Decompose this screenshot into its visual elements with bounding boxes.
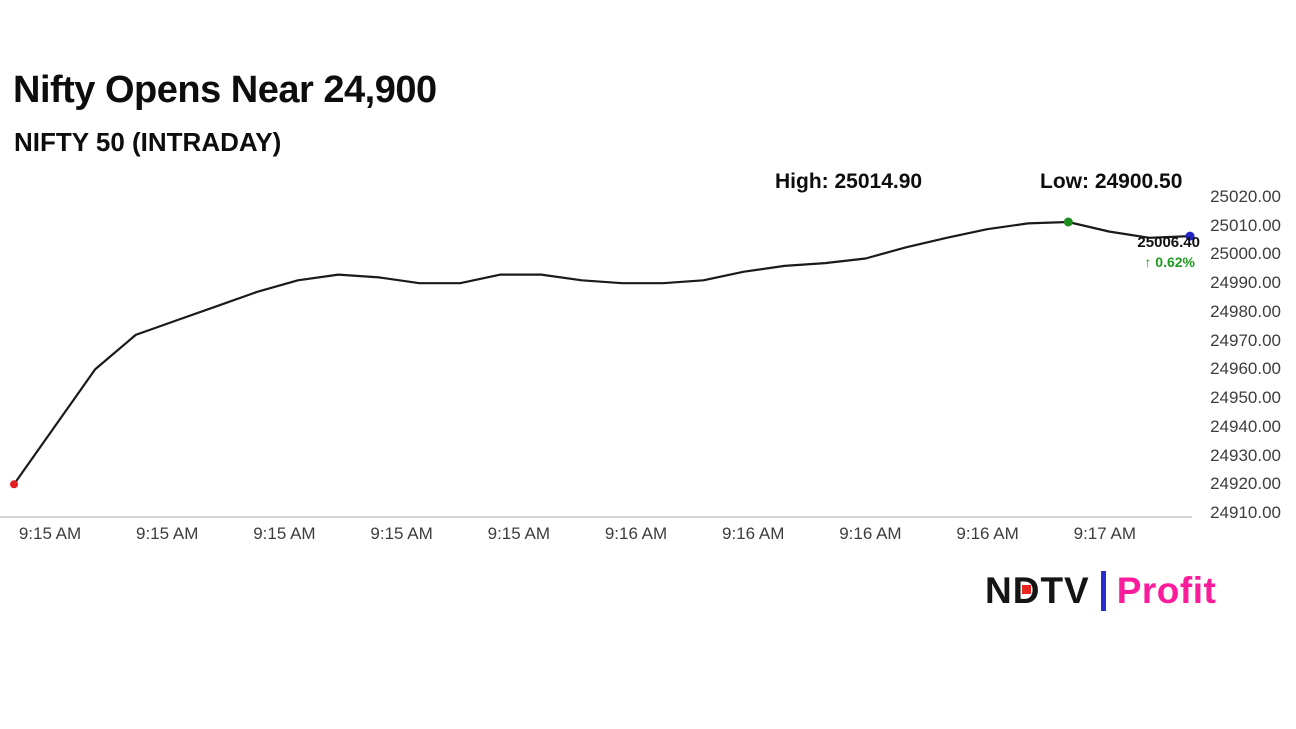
x-axis-label: 9:15 AM	[18, 524, 82, 543]
profit-wordmark: Profit	[1116, 570, 1217, 611]
x-axis-label: 9:15 AM	[136, 524, 199, 543]
y-axis-label: 25010.00	[1210, 215, 1281, 235]
x-axis-label: 9:16 AM	[839, 524, 902, 543]
y-axis-label: 24970.00	[1210, 330, 1281, 350]
y-axis-label: 25020.00	[1210, 187, 1281, 206]
high-value-label: High: 25014.90	[775, 170, 923, 193]
y-axis-label: 24930.00	[1210, 445, 1281, 465]
y-axis-label: 24940.00	[1210, 416, 1281, 436]
logo-separator-bar	[1100, 571, 1106, 611]
x-axis-label: 9:16 AM	[604, 524, 668, 543]
y-axis-label: 24910.00	[1210, 503, 1281, 522]
x-axis-label: 9:16 AM	[956, 524, 1019, 543]
y-axis-label: 24950.00	[1210, 388, 1281, 408]
x-axis-label: 9:15 AM	[487, 524, 550, 543]
ndtv-wordmark-text: NDTV	[985, 570, 1090, 611]
y-axis-label: 25000.00	[1210, 244, 1281, 264]
last-marker	[1185, 231, 1195, 241]
last-price-value: 25006.40	[1137, 234, 1200, 251]
open-marker	[10, 480, 18, 489]
low-value-label: Low: 24900.50	[1040, 170, 1183, 193]
y-axis-label: 24960.00	[1210, 359, 1281, 379]
x-axis-label: 9:17 AM	[1073, 524, 1136, 543]
ndtv-profit-logo: NDTV Profit	[985, 570, 1216, 612]
last-price-annotation: 25006.40 ↑ 0.62%	[1137, 234, 1200, 270]
x-axis-label: 9:16 AM	[722, 524, 785, 543]
high-marker	[1063, 217, 1073, 227]
price-line	[12, 220, 1192, 486]
y-axis-label: 24980.00	[1210, 301, 1281, 321]
intraday-line-chart	[0, 217, 1195, 518]
y-axis-label: 24990.00	[1210, 273, 1281, 293]
page-title: Nifty Opens Near 24,900	[13, 69, 437, 111]
x-axis-label: 9:15 AM	[370, 524, 433, 543]
marker-group	[10, 217, 1195, 489]
page-subtitle: NIFTY 50 (INTRADAY)	[14, 127, 282, 157]
y-axis-label: 24920.00	[1210, 474, 1281, 494]
x-axis-label: 9:15 AM	[253, 524, 316, 543]
change-percent: ↑ 0.62%	[1144, 254, 1195, 270]
ndtv-red-dot-icon	[1022, 585, 1031, 594]
ndtv-wordmark: NDTV	[985, 570, 1090, 612]
